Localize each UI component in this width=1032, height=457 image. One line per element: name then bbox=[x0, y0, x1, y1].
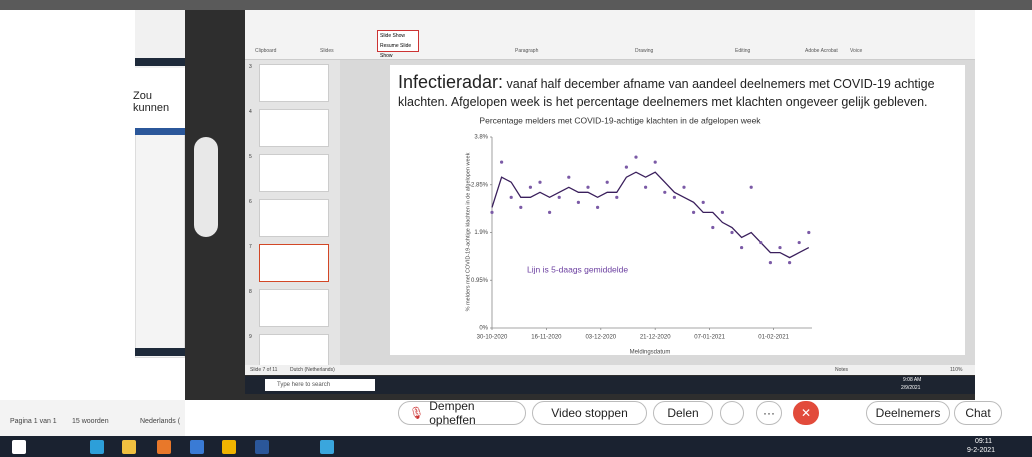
status-text: 110% bbox=[950, 367, 962, 373]
thumbnail-number: 4 bbox=[249, 109, 252, 115]
ribbon-group-label: Voice bbox=[850, 48, 862, 54]
word-document: Zou kunnen bbox=[0, 10, 185, 400]
thumbnail-number: 7 bbox=[249, 244, 252, 250]
ribbon-group-label: Drawing bbox=[635, 48, 653, 54]
clock: 09:11 bbox=[975, 438, 992, 445]
tooltip-item: Resume Slide Show bbox=[380, 41, 418, 61]
slide-thumbnail bbox=[259, 244, 329, 282]
date: 2/9/2021 bbox=[901, 385, 920, 391]
slide: Infectieradar: vanaf half december afnam… bbox=[390, 65, 965, 355]
word-thumbnail bbox=[135, 128, 185, 358]
chat-button[interactable]: Chat bbox=[954, 401, 1002, 425]
status-text: Notes bbox=[835, 367, 848, 373]
word-status-bar: Pagina 1 van 1 15 woorden Nederlands ( bbox=[0, 400, 185, 436]
word-thumbnail-taskbar bbox=[135, 58, 185, 66]
screen: {"word": {"body_text": "Zou kunnen", "st… bbox=[0, 0, 1032, 457]
slide-title-lead: Infectieradar: bbox=[398, 72, 503, 92]
reaction-button[interactable] bbox=[720, 401, 744, 425]
word-thumbnail-taskbar bbox=[135, 348, 185, 356]
word-thumbnail-ribbon bbox=[135, 128, 185, 135]
mute-button[interactable]: 🎙 Dempen opheffen bbox=[398, 401, 526, 425]
slide-thumbnails: 3 4 5 6 7 8 9 bbox=[245, 60, 340, 365]
label: Deelnemers bbox=[876, 406, 941, 420]
app-icon[interactable] bbox=[157, 440, 171, 454]
video-button[interactable]: Video stoppen bbox=[532, 401, 647, 425]
app-icon[interactable] bbox=[90, 440, 104, 454]
slide-thumbnail bbox=[259, 64, 329, 102]
tooltip: Slide Show Resume Slide Show bbox=[377, 30, 419, 52]
status-text: 15 woorden bbox=[72, 418, 109, 425]
app-icon[interactable] bbox=[122, 440, 136, 454]
share-button[interactable]: Delen bbox=[653, 401, 713, 425]
slide-thumbnail bbox=[259, 109, 329, 147]
ribbon-groups: ClipboardSlidesFontParagraphDrawingEditi… bbox=[245, 48, 975, 58]
date: 9-2-2021 bbox=[967, 447, 995, 454]
ribbon-group-label: Adobe Acrobat bbox=[805, 48, 838, 54]
app-icon[interactable] bbox=[255, 440, 269, 454]
thumbnail-number: 6 bbox=[249, 199, 252, 205]
status-text: Nederlands ( bbox=[140, 418, 180, 425]
status-text: Pagina 1 van 1 bbox=[10, 418, 57, 425]
app-icon[interactable] bbox=[222, 440, 236, 454]
slide-thumbnail bbox=[259, 154, 329, 192]
participants-button[interactable]: Deelnemers bbox=[866, 401, 950, 425]
label: Video stoppen bbox=[551, 406, 628, 420]
clock: 9:08 AM bbox=[903, 377, 921, 383]
icon: 🎙 bbox=[409, 406, 424, 420]
start-button[interactable] bbox=[12, 440, 26, 454]
tooltip-item: Slide Show bbox=[380, 31, 418, 41]
side-panel bbox=[975, 10, 1032, 400]
thumbnail-number: 9 bbox=[249, 334, 252, 340]
thumbnail-number: 5 bbox=[249, 154, 252, 160]
status-text: Slide 7 of 11 bbox=[250, 367, 277, 373]
label: Chat bbox=[965, 406, 990, 420]
remote-taskbar: Type here to search 9:08 AM 2/9/2021 bbox=[245, 376, 975, 394]
ribbon-group-label: Slides bbox=[320, 48, 334, 54]
slide-title: Infectieradar: vanaf half december afnam… bbox=[398, 73, 958, 111]
word-text: Zou kunnen bbox=[133, 90, 185, 114]
top-bar bbox=[0, 0, 1032, 10]
label: Delen bbox=[667, 406, 698, 420]
label: Dempen opheffen bbox=[429, 399, 515, 427]
app-icon[interactable] bbox=[190, 440, 204, 454]
slide-thumbnail bbox=[259, 289, 329, 327]
slide-thumbnail bbox=[259, 199, 329, 237]
ribbon-group-label: Clipboard bbox=[255, 48, 276, 54]
ribbon-group-label: Editing bbox=[735, 48, 750, 54]
thumbnail-number: 3 bbox=[249, 64, 252, 70]
ribbon: ClipboardSlidesFontParagraphDrawingEditi… bbox=[245, 10, 975, 60]
ppt-status: Slide 7 of 11 Dutch (Netherlands) Notes … bbox=[245, 365, 975, 375]
more-button[interactable]: ··· bbox=[756, 401, 782, 425]
app-icon[interactable] bbox=[320, 440, 334, 454]
status-text: Dutch (Netherlands) bbox=[290, 367, 335, 373]
zoom-controls[interactable] bbox=[194, 137, 218, 237]
label: ··· bbox=[763, 406, 775, 420]
leave-button[interactable]: ✕ bbox=[793, 401, 819, 425]
taskbar: 09:11 9-2-2021 bbox=[0, 436, 1032, 457]
ribbon-group-label: Paragraph bbox=[515, 48, 538, 54]
search-box[interactable]: Type here to search bbox=[265, 379, 375, 391]
thumbnail-number: 8 bbox=[249, 289, 252, 295]
